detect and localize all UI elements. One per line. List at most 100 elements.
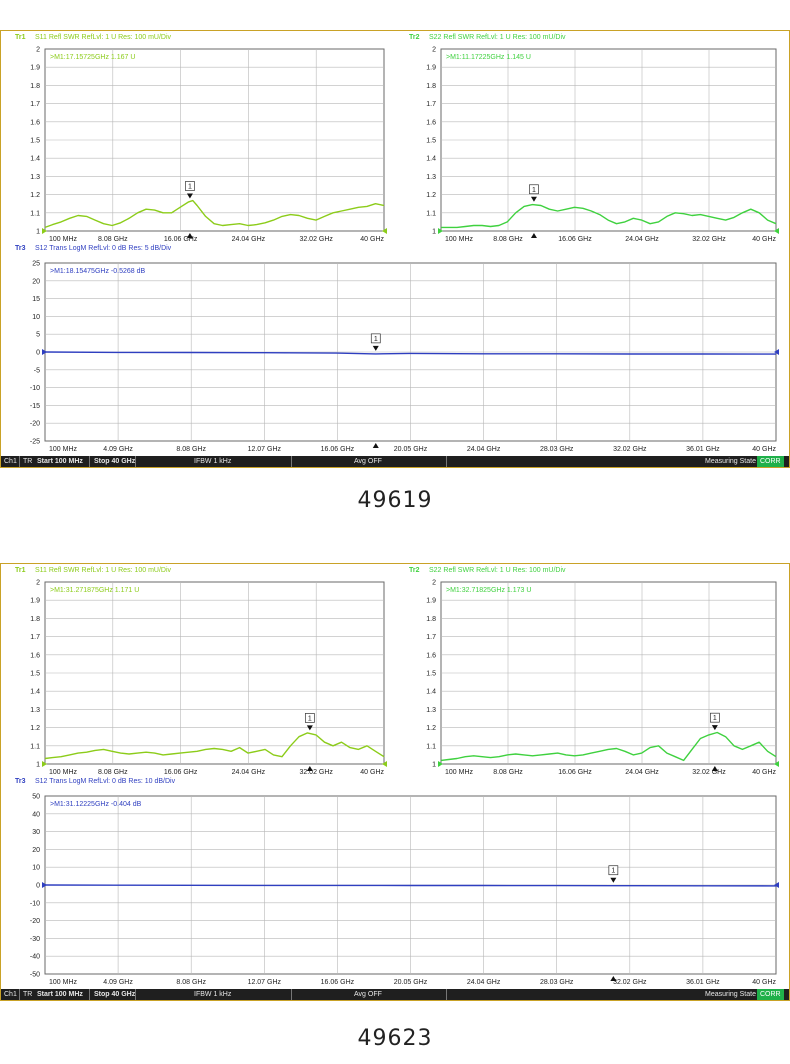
trace-id-label[interactable]: Tr2 — [409, 34, 420, 41]
x-tick-label: 12.07 GHz — [248, 446, 282, 453]
status-channel[interactable]: Ch1 — [4, 458, 17, 465]
marker-flag[interactable] — [185, 181, 195, 191]
y-tick-label: 1.9 — [30, 598, 40, 605]
y-tick-label: 1.2 — [30, 192, 40, 199]
marker-flag[interactable] — [529, 184, 539, 195]
y-tick-label: 30 — [32, 829, 40, 836]
marker-readout: >M1:31.271875GHz 1.171 U — [50, 587, 139, 594]
status-trace[interactable]: TR — [23, 458, 33, 465]
y-tick-label: 1.9 — [426, 598, 436, 605]
y-tick-label: 20 — [32, 847, 40, 854]
status-divider — [291, 456, 292, 467]
x-tick-label: 8.08 GHz — [98, 236, 128, 243]
status-corr-badge[interactable]: CORR — [757, 456, 784, 467]
y-tick-label: 1.5 — [30, 138, 40, 145]
x-tick-label: 40 GHz — [360, 769, 384, 776]
status-stop[interactable]: Stop 40 GHz — [94, 458, 136, 465]
ref-level-arrow-left — [438, 228, 443, 234]
marker-number: 1 — [713, 715, 717, 722]
y-tick-label: 1.1 — [30, 210, 40, 217]
status-stop[interactable]: Stop 40 GHz — [94, 991, 136, 998]
chart-tr1: 2 1.9 1.8 1.7 1.6 1.5 1.4 1.3 1.2 1.1 1 100 MHz 8.08… — [15, 34, 387, 243]
chart-tr2: 2 1.9 1.8 1.7 1.6 1.5 1.4 1.3 1.2 1.1 1 100 MHz 8.08… — [409, 34, 779, 243]
y-tick-label: 1.8 — [30, 83, 40, 90]
marker-flag[interactable] — [304, 713, 315, 723]
y-tick-label: 1.8 — [426, 83, 436, 90]
y-tick-label: 2 — [36, 580, 40, 587]
status-ifbw[interactable]: IFBW 1 kHz — [194, 458, 232, 465]
ref-level-arrow-right — [774, 228, 779, 234]
y-tick-label: 1.2 — [426, 725, 436, 732]
y-tick-label: 0 — [36, 883, 40, 890]
y-tick-label: 1.1 — [30, 743, 40, 750]
x-tick-label: 32.02 GHz — [613, 446, 647, 453]
y-tick-label: 1.3 — [426, 707, 436, 714]
x-tick-label: 28.03 GHz — [540, 979, 574, 986]
status-avg[interactable]: Avg OFF — [354, 458, 382, 465]
y-tick-label: 1.5 — [426, 138, 436, 145]
status-corr-badge[interactable]: CORR — [757, 989, 784, 1000]
status-bar: Ch1 TR Start 100 MHz Stop 40 GHz IFBW 1 … — [1, 989, 789, 1000]
ref-level-arrow-right — [774, 349, 779, 355]
ref-level-arrow-left — [42, 761, 47, 767]
trace-id-label[interactable]: Tr1 — [15, 567, 26, 574]
y-tick-label: 1 — [432, 762, 436, 769]
y-tick-label: 1.3 — [426, 174, 436, 181]
vna-screenshot-1: 2 1.9 1.8 1.7 1.6 1.5 1.4 1.3 1.2 1.1 1 100 MHz 8.08… — [0, 30, 790, 468]
status-ifbw[interactable]: IFBW 1 kHz — [194, 991, 232, 998]
y-tick-label: 1.7 — [30, 634, 40, 641]
y-tick-label: 1 — [432, 229, 436, 236]
status-trace[interactable]: TR — [23, 991, 33, 998]
x-tick-label: 32.02 GHz — [692, 769, 726, 776]
y-tick-label: -5 — [34, 367, 40, 374]
x-tick-label: 32.02 GHz — [692, 236, 726, 243]
marker-readout: >M1:17.15725GHz 1.167 U — [50, 54, 135, 61]
status-divider — [291, 989, 292, 1000]
trace-id-label[interactable]: Tr3 — [15, 778, 26, 785]
x-tick-label: 100 MHz — [49, 979, 78, 986]
plots-svg: 2 1.9 1.8 1.7 1.6 1.5 1.4 1.3 1.2 1.1 1 100 MHz 8.08… — [15, 34, 779, 453]
x-tick-label: 100 MHz — [49, 236, 78, 243]
y-tick-label: 1.6 — [426, 119, 436, 126]
y-tick-label: -50 — [30, 972, 40, 979]
marker-flag[interactable] — [710, 712, 720, 723]
marker-number: 1 — [308, 715, 312, 722]
status-divider — [89, 456, 90, 467]
x-tick-label: 40 GHz — [752, 979, 776, 986]
x-tick-label: 8.08 GHz — [98, 769, 128, 776]
y-tick-label: 10 — [32, 865, 40, 872]
y-tick-label: 15 — [32, 296, 40, 303]
x-tick-label: 20.05 GHz — [394, 979, 428, 986]
status-avg[interactable]: Avg OFF — [354, 991, 382, 998]
x-tick-label: 4.09 GHz — [103, 979, 133, 986]
ref-level-arrow-right — [382, 761, 387, 767]
y-tick-label: -40 — [30, 954, 40, 961]
trace-title: S11 Refl SWR RefLvl: 1 U Res: 100 mU/Div — [35, 34, 172, 41]
x-tick-label: 24.04 GHz — [625, 236, 659, 243]
x-tick-label: 100 MHz — [445, 769, 474, 776]
sample-label: 49619 — [357, 488, 433, 513]
marker-number: 1 — [532, 187, 536, 194]
status-start[interactable]: Start 100 MHz — [37, 991, 83, 998]
trace-id-label[interactable]: Tr2 — [409, 567, 420, 574]
marker-flag[interactable] — [370, 333, 381, 344]
x-tick-label: 16.06 GHz — [558, 769, 592, 776]
status-start[interactable]: Start 100 MHz — [37, 458, 83, 465]
trace-title: S12 Trans LogM RefLvl: 0 dB Res: 10 dB/D… — [35, 778, 176, 785]
ref-level-arrow-right — [774, 761, 779, 767]
trace-line — [441, 203, 777, 229]
chart-tr1: 2 1.9 1.8 1.7 1.6 1.5 1.4 1.3 1.2 1.1 1 100 MHz 8.08… — [15, 567, 387, 776]
x-tick-label: 24.04 GHz — [467, 446, 501, 453]
x-tick-label: 24.04 GHz — [467, 979, 501, 986]
y-tick-label: 1.3 — [30, 174, 40, 181]
x-tick-label: 16.06 GHz — [164, 769, 198, 776]
trace-line — [44, 351, 777, 355]
status-channel[interactable]: Ch1 — [4, 991, 17, 998]
trace-line — [440, 731, 777, 762]
trace-id-label[interactable]: Tr3 — [15, 245, 26, 252]
marker-readout: >M1:18.15475GHz -0.5268 dB — [50, 268, 145, 275]
trace-id-label[interactable]: Tr1 — [15, 34, 26, 41]
trace-line — [44, 199, 385, 229]
marker-flag[interactable] — [608, 865, 619, 876]
x-tick-label: 4.09 GHz — [103, 446, 133, 453]
